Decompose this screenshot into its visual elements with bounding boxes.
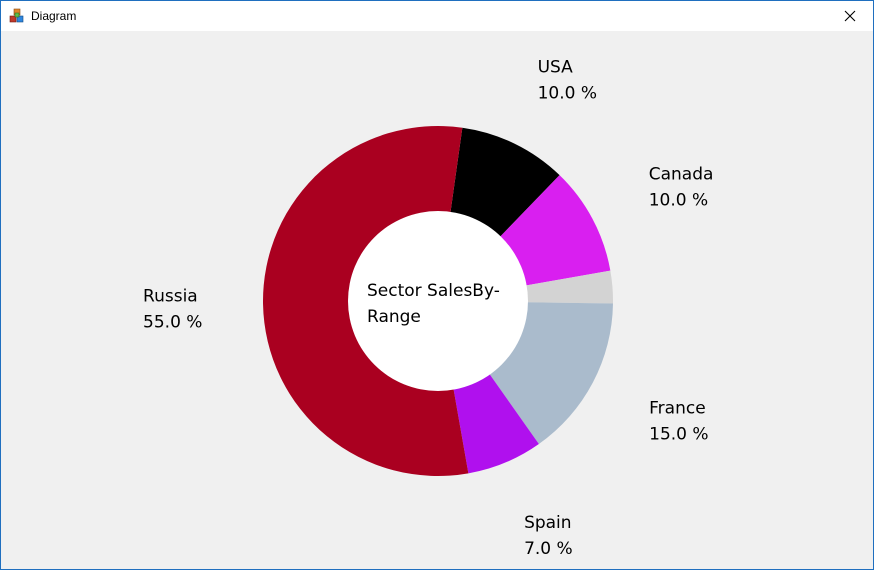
center-label-line-2: Range [367, 307, 421, 327]
window-title: Diagram [31, 9, 77, 23]
chart-area: Sector SalesBy- Range USA 10.0 % Canada 10.… [1, 31, 873, 569]
slice-label-canada: Canada [649, 165, 714, 185]
slice-value-usa: 10.0 % [538, 83, 597, 103]
slice-label-usa: USA [538, 57, 574, 77]
close-icon [844, 10, 856, 22]
slice-value-russia: 55.0 % [143, 312, 202, 332]
slice-labels: USA 10.0 % Canada 10.0 % France 15.0 % Spain 7.… [143, 57, 713, 559]
slice-value-canada: 10.0 % [649, 191, 708, 211]
slice-value-france: 15.0 % [649, 425, 708, 445]
donut-hole [348, 211, 528, 391]
close-button[interactable] [827, 1, 873, 31]
title-bar[interactable]: Diagram [1, 1, 873, 31]
slice-label-spain: Spain [524, 513, 572, 533]
slice-label-russia: Russia [143, 286, 198, 306]
donut-chart: Sector SalesBy- Range USA 10.0 % Canada 10.… [143, 57, 713, 559]
slice-value-spain: 7.0 % [524, 539, 573, 559]
slice-label-france: France [649, 399, 706, 419]
cubes-icon [9, 8, 24, 23]
center-label-line-1: Sector SalesBy- [367, 281, 500, 301]
